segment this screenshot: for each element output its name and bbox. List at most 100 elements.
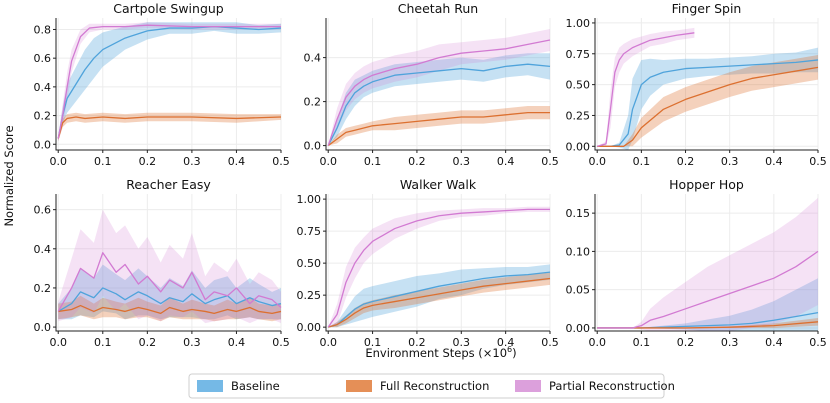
legend-label-partial: Partial Reconstruction bbox=[549, 379, 675, 393]
x-tick-label: 0.0 bbox=[588, 336, 606, 349]
y-tick-label: 0.6 bbox=[34, 204, 52, 217]
x-tick-label: 0.1 bbox=[633, 336, 651, 349]
band-baseline-cheetah-run bbox=[328, 53, 550, 146]
legend-swatch-partial bbox=[515, 380, 541, 392]
panel-cartpole-swingup: 0.0 0.1 0.2 0.3 0.4 0.5 0.0 0.2 0.4 0.6 0.8 Cartpol… bbox=[34, 1, 290, 168]
y-tick-label: 0.4 bbox=[34, 243, 52, 256]
x-tick-label: 0.4 bbox=[497, 155, 515, 168]
y-tick-label: 0.2 bbox=[304, 96, 322, 109]
x-tick-label: 0.2 bbox=[139, 155, 157, 168]
panel-reacher-easy: 0.0 0.1 0.2 0.3 0.4 0.5 0.0 0.2 0.4 0.6 Reacher Ea… bbox=[34, 177, 290, 349]
x-tick-label: 0.3 bbox=[183, 336, 201, 349]
axes-spine bbox=[325, 18, 550, 151]
x-tick-label: 0.0 bbox=[49, 155, 67, 168]
line-full-finger-spin bbox=[597, 66, 819, 147]
y-tick-label: 0.8 bbox=[34, 23, 52, 36]
x-tick-label: 0.1 bbox=[94, 155, 112, 168]
y-tick-label: 0.0 bbox=[304, 140, 322, 153]
x-tick-label: 0.1 bbox=[364, 336, 382, 349]
band-partial-walker-walk bbox=[328, 206, 550, 328]
x-tick-label: 0.2 bbox=[139, 336, 157, 349]
line-full-reacher-easy bbox=[58, 304, 282, 315]
axes-spine bbox=[594, 194, 818, 332]
band-baseline-finger-spin bbox=[597, 47, 818, 150]
panel-title: Walker Walk bbox=[400, 177, 477, 192]
legend-label-baseline: Baseline bbox=[231, 379, 280, 393]
line-partial-reacher-easy bbox=[57, 252, 282, 312]
line-full-walker-walk bbox=[328, 277, 551, 328]
x-tick-label: 0.5 bbox=[809, 155, 827, 168]
band-full-cartpole-swingup bbox=[58, 112, 281, 142]
line-full-cartpole-swingup bbox=[57, 116, 282, 139]
band-partial-hopper-hop bbox=[597, 197, 818, 331]
panel-title: Cartpole Swingup bbox=[113, 1, 224, 16]
band-partial-reacher-easy bbox=[58, 209, 281, 324]
x-tick-label: 0.3 bbox=[721, 336, 739, 349]
y-tick-label: 0.4 bbox=[34, 81, 52, 94]
y-tick-label: 0.00 bbox=[566, 322, 591, 335]
panel-finger-spin: 0.0 0.1 0.2 0.3 0.4 0.5 0.00 0.25 0.50 0.75 1.00 Fi… bbox=[566, 1, 827, 168]
line-baseline-finger-spin bbox=[597, 59, 819, 147]
x-tick-label: 0.4 bbox=[765, 155, 783, 168]
band-full-reacher-easy bbox=[58, 295, 281, 322]
axes-spine bbox=[55, 194, 281, 332]
y-tick-label: 0.2 bbox=[34, 282, 52, 295]
line-full-cheetah-run bbox=[327, 111, 550, 147]
x-tick-label: 0.5 bbox=[809, 336, 827, 349]
x-tick-label: 0.2 bbox=[408, 336, 426, 349]
line-partial-hopper-hop bbox=[597, 250, 819, 329]
axes-spine bbox=[55, 18, 281, 151]
y-tick-label: 0.10 bbox=[566, 245, 591, 258]
band-baseline-walker-walk bbox=[328, 264, 550, 328]
x-tick-label: 0.0 bbox=[49, 336, 67, 349]
y-tick-label: 0.25 bbox=[566, 109, 591, 122]
panel-title: Reacher Easy bbox=[126, 177, 211, 192]
band-baseline-cartpole-swingup bbox=[58, 22, 281, 142]
panel-title: Finger Spin bbox=[672, 1, 742, 16]
panel-title: Hopper Hop bbox=[669, 177, 744, 192]
panel-title: Cheetah Run bbox=[398, 1, 478, 16]
x-tick-label: 0.5 bbox=[272, 155, 290, 168]
x-tick-label: 0.3 bbox=[183, 155, 201, 168]
y-tick-label: 0.50 bbox=[566, 79, 591, 92]
y-tick-label: 0.00 bbox=[297, 321, 322, 334]
x-tick-label: 0.1 bbox=[633, 155, 651, 168]
y-tick-label: 0.50 bbox=[297, 257, 322, 270]
x-tick-label: 0.2 bbox=[677, 155, 695, 168]
band-partial-cheetah-run bbox=[328, 29, 550, 146]
x-tick-label: 0.4 bbox=[228, 336, 246, 349]
x-tick-label: 0.4 bbox=[497, 336, 515, 349]
y-tick-label: 0.4 bbox=[304, 52, 322, 65]
x-tick-label: 0.0 bbox=[319, 336, 337, 349]
line-partial-walker-walk bbox=[327, 208, 550, 328]
band-full-finger-spin bbox=[597, 55, 818, 147]
y-tick-label: 1.00 bbox=[297, 193, 322, 206]
axes-spine bbox=[325, 194, 550, 332]
x-tick-label: 0.0 bbox=[319, 155, 337, 168]
y-axis-label: Normalized Score bbox=[2, 125, 16, 226]
x-tick-label: 0.3 bbox=[453, 336, 471, 349]
x-tick-label: 0.3 bbox=[453, 155, 471, 168]
x-axis-label-close: ) bbox=[512, 346, 517, 360]
x-tick-label: 0.4 bbox=[765, 336, 783, 349]
legend-label-full: Full Reconstruction bbox=[380, 379, 489, 393]
x-tick-label: 0.2 bbox=[408, 155, 426, 168]
line-baseline-walker-walk bbox=[328, 271, 551, 328]
legend-frame bbox=[188, 373, 665, 399]
y-tick-label: 0.0 bbox=[34, 138, 52, 151]
x-axis-label-main: Environment Steps (×10 bbox=[365, 346, 507, 360]
x-tick-label: 0.2 bbox=[677, 336, 695, 349]
subplots: 0.0 0.1 0.2 0.3 0.4 0.5 0.0 0.2 0.4 0.6 0.8 Cartpol… bbox=[34, 1, 827, 349]
line-partial-cheetah-run bbox=[327, 39, 551, 146]
x-axis-label-exponent: 6 bbox=[507, 345, 512, 354]
y-tick-label: 0.25 bbox=[297, 289, 322, 302]
legend-swatch-baseline bbox=[197, 380, 223, 392]
line-baseline-cartpole-swingup bbox=[57, 25, 282, 139]
y-tick-label: 0.15 bbox=[566, 207, 591, 220]
y-tick-label: 0.00 bbox=[566, 140, 591, 153]
band-baseline-hopper-hop bbox=[597, 278, 818, 331]
panel-cheetah-run: 0.0 0.1 0.2 0.3 0.4 0.5 0.0 0.2 0.4 Cheetah Run bbox=[304, 1, 559, 168]
line-partial-cartpole-swingup bbox=[57, 24, 281, 139]
y-tick-label: 0.75 bbox=[297, 225, 322, 238]
